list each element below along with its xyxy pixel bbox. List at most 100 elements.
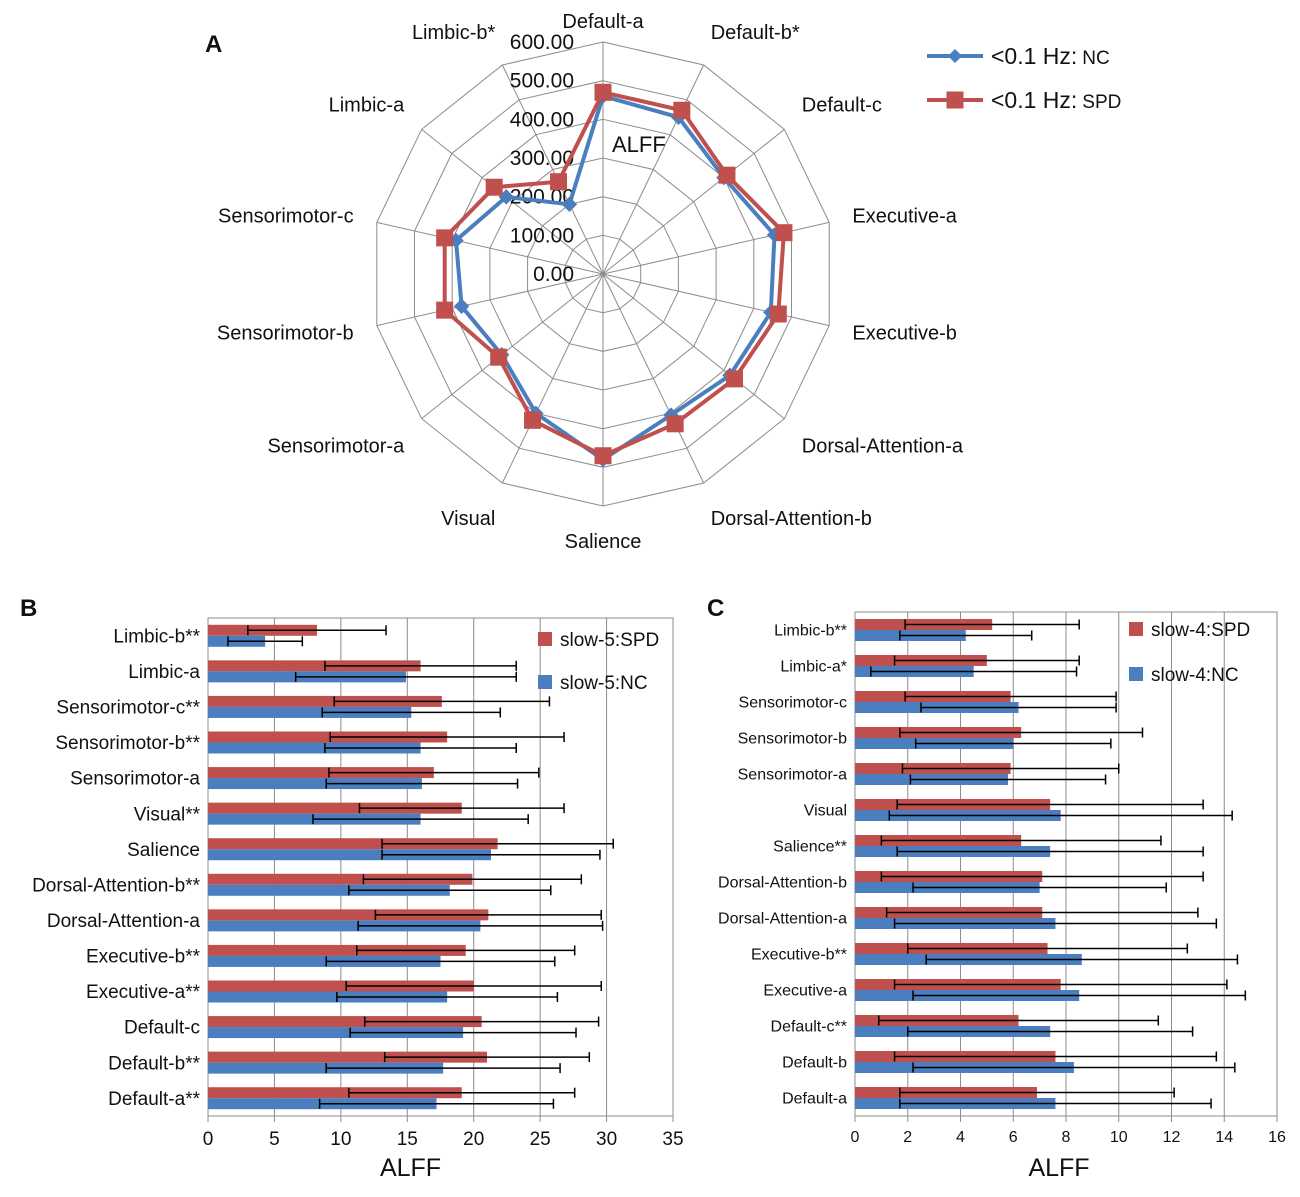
bar-slow-5-nc <box>208 884 450 896</box>
x-tick-label: 0 <box>851 1129 860 1146</box>
bar-slow-5-spd <box>208 944 466 956</box>
bar-slow-5-spd <box>208 838 498 850</box>
x-tick-label: 35 <box>662 1129 683 1150</box>
bar-chart-panel-b: B 0 5 10 15 20 25 30 35 ALFF Limbic-b** Limbic-a Se… <box>20 595 684 1182</box>
category-label-executive-a: Executive-a <box>763 983 847 1000</box>
category-label-sensorimotor-a: Sensorimotor-a <box>70 769 200 790</box>
legend-swatch-slow-5-nc <box>538 675 552 689</box>
category-label-sensorimotor-b: Sensorimotor-b <box>738 731 847 748</box>
x-tick-label: 30 <box>596 1129 617 1150</box>
radar-legend-marker-diamond <box>948 49 962 63</box>
bar-slow-5-nc <box>208 778 422 790</box>
legend-label-slow-4-nc: slow-4:NC <box>1151 665 1239 686</box>
bar-slow-5-nc <box>208 991 448 1003</box>
radar-spoke <box>421 128 604 275</box>
x-tick-label: 25 <box>530 1129 551 1150</box>
category-label-executive-a: Executive-a** <box>86 982 201 1003</box>
radar-marker-square <box>485 178 503 196</box>
bar-slow-5-spd <box>208 1016 482 1028</box>
radar-series <box>436 83 793 468</box>
radar-tick-label: 300.00 <box>510 147 574 170</box>
radar-spoke <box>602 273 785 420</box>
bar-slow-5-nc <box>208 849 491 861</box>
x-axis-label: ALFF <box>380 1154 441 1182</box>
radar-spoke <box>376 221 604 275</box>
radar-spoke <box>602 273 705 484</box>
radar-marker-square <box>594 83 612 101</box>
x-tick-label: 8 <box>1062 1129 1071 1146</box>
radar-spoke <box>602 64 705 275</box>
radar-marker-square <box>436 229 454 247</box>
bar-slow-5-spd <box>208 767 434 779</box>
radar-spoke <box>376 273 604 327</box>
category-label-visual: Visual <box>804 803 847 820</box>
legend-label-slow-5-spd: slow-5:SPD <box>560 630 659 651</box>
plot-frame <box>207 617 674 1117</box>
panel-label-b: B <box>20 595 37 622</box>
radar-category-label-executive-a: Executive-a <box>852 206 957 228</box>
panel-label-a: A <box>205 31 222 58</box>
radar-legend: <0.1 Hz: NC<0.1 Hz: SPD <box>927 43 1121 113</box>
category-label-limbic-a: Limbic-a* <box>780 659 847 676</box>
radar-tick-label: 600.00 <box>510 31 574 54</box>
x-axis-label: ALFF <box>1028 1154 1089 1182</box>
bar-slow-5-nc <box>208 706 412 718</box>
x-tick-label: 0 <box>203 1129 214 1150</box>
radar-spoke <box>501 64 604 275</box>
x-tick-label: 20 <box>463 1129 484 1150</box>
category-label-sensorimotor-c: Sensorimotor-c <box>739 695 847 712</box>
bar-chart-panel-c: C 0 2 4 6 8 10 12 14 16 ALFF Limbic-b** Limbic-a* Se… <box>707 595 1286 1182</box>
radar-marker-square <box>436 301 454 319</box>
bar-slow-5-spd <box>208 1051 487 1063</box>
category-label-visual: Visual** <box>134 804 201 825</box>
radar-legend-label-0-1-hz-nc: <0.1 Hz: NC <box>991 43 1110 69</box>
category-label-dorsal-attention-b: Dorsal-Attention-b <box>718 875 847 892</box>
legend-text-main: <0.1 Hz: <box>991 43 1077 69</box>
radar-marker-square <box>726 370 744 388</box>
panel-label-c: C <box>707 595 724 622</box>
bar-slow-5-nc <box>208 1027 464 1039</box>
legend-text-sub: NC <box>1082 48 1109 69</box>
bar-slow-5-nc <box>208 955 441 967</box>
radar-marker-square <box>769 305 787 323</box>
radar-marker-square <box>524 411 542 429</box>
x-tick-label: 12 <box>1163 1129 1181 1146</box>
x-tick-label: 15 <box>397 1129 418 1150</box>
radar-tick-label: 100.00 <box>510 224 574 247</box>
radar-tick-label: 400.00 <box>510 108 574 131</box>
radar-category-label-visual: Visual <box>441 508 495 530</box>
radar-axis-label: ALFF <box>612 132 666 157</box>
radar-marker-square <box>718 166 736 184</box>
category-label-dorsal-attention-a: Dorsal-Attention-a <box>718 911 847 928</box>
radar-legend-marker-square <box>946 91 964 109</box>
x-tick-label: 14 <box>1215 1129 1233 1146</box>
bar-slow-5-spd <box>208 660 421 672</box>
category-label-dorsal-attention-b: Dorsal-Attention-b** <box>32 875 201 896</box>
category-label-executive-b: Executive-b** <box>751 947 847 964</box>
bar-slow-5-spd <box>208 1087 462 1099</box>
category-label-limbic-b: Limbic-b** <box>774 623 847 640</box>
x-tick-label: 16 <box>1268 1129 1286 1146</box>
bar-slow-5-spd <box>208 695 442 707</box>
radar-category-label-default-a: Default-a <box>562 11 644 33</box>
radar-chart-panel-a: A Default-a Default-b* Default-c Executive-… <box>205 11 1121 553</box>
x-tick-label: 10 <box>330 1129 351 1150</box>
radar-category-label-executive-b: Executive-b <box>852 322 957 344</box>
radar-tick-label: 500.00 <box>510 70 574 93</box>
category-label-executive-b: Executive-b** <box>86 947 201 968</box>
radar-category-label-salience: Salience <box>565 531 642 553</box>
legend-label-slow-5-nc: slow-5:NC <box>560 673 648 694</box>
radar-category-label-sensorimotor-b: Sensorimotor-b <box>217 322 354 344</box>
radar-spoke <box>501 273 604 484</box>
radar-marker-square <box>490 348 508 366</box>
x-tick-label: 4 <box>956 1129 965 1146</box>
legend-label-slow-4-spd: slow-4:SPD <box>1151 620 1250 641</box>
radar-spoke <box>602 273 830 327</box>
radar-marker-square <box>673 101 691 119</box>
category-label-salience: Salience** <box>773 839 847 856</box>
radar-marker-square <box>775 224 793 242</box>
category-label-default-b: Default-b <box>782 1055 847 1072</box>
bar-slow-5-spd <box>208 909 489 921</box>
